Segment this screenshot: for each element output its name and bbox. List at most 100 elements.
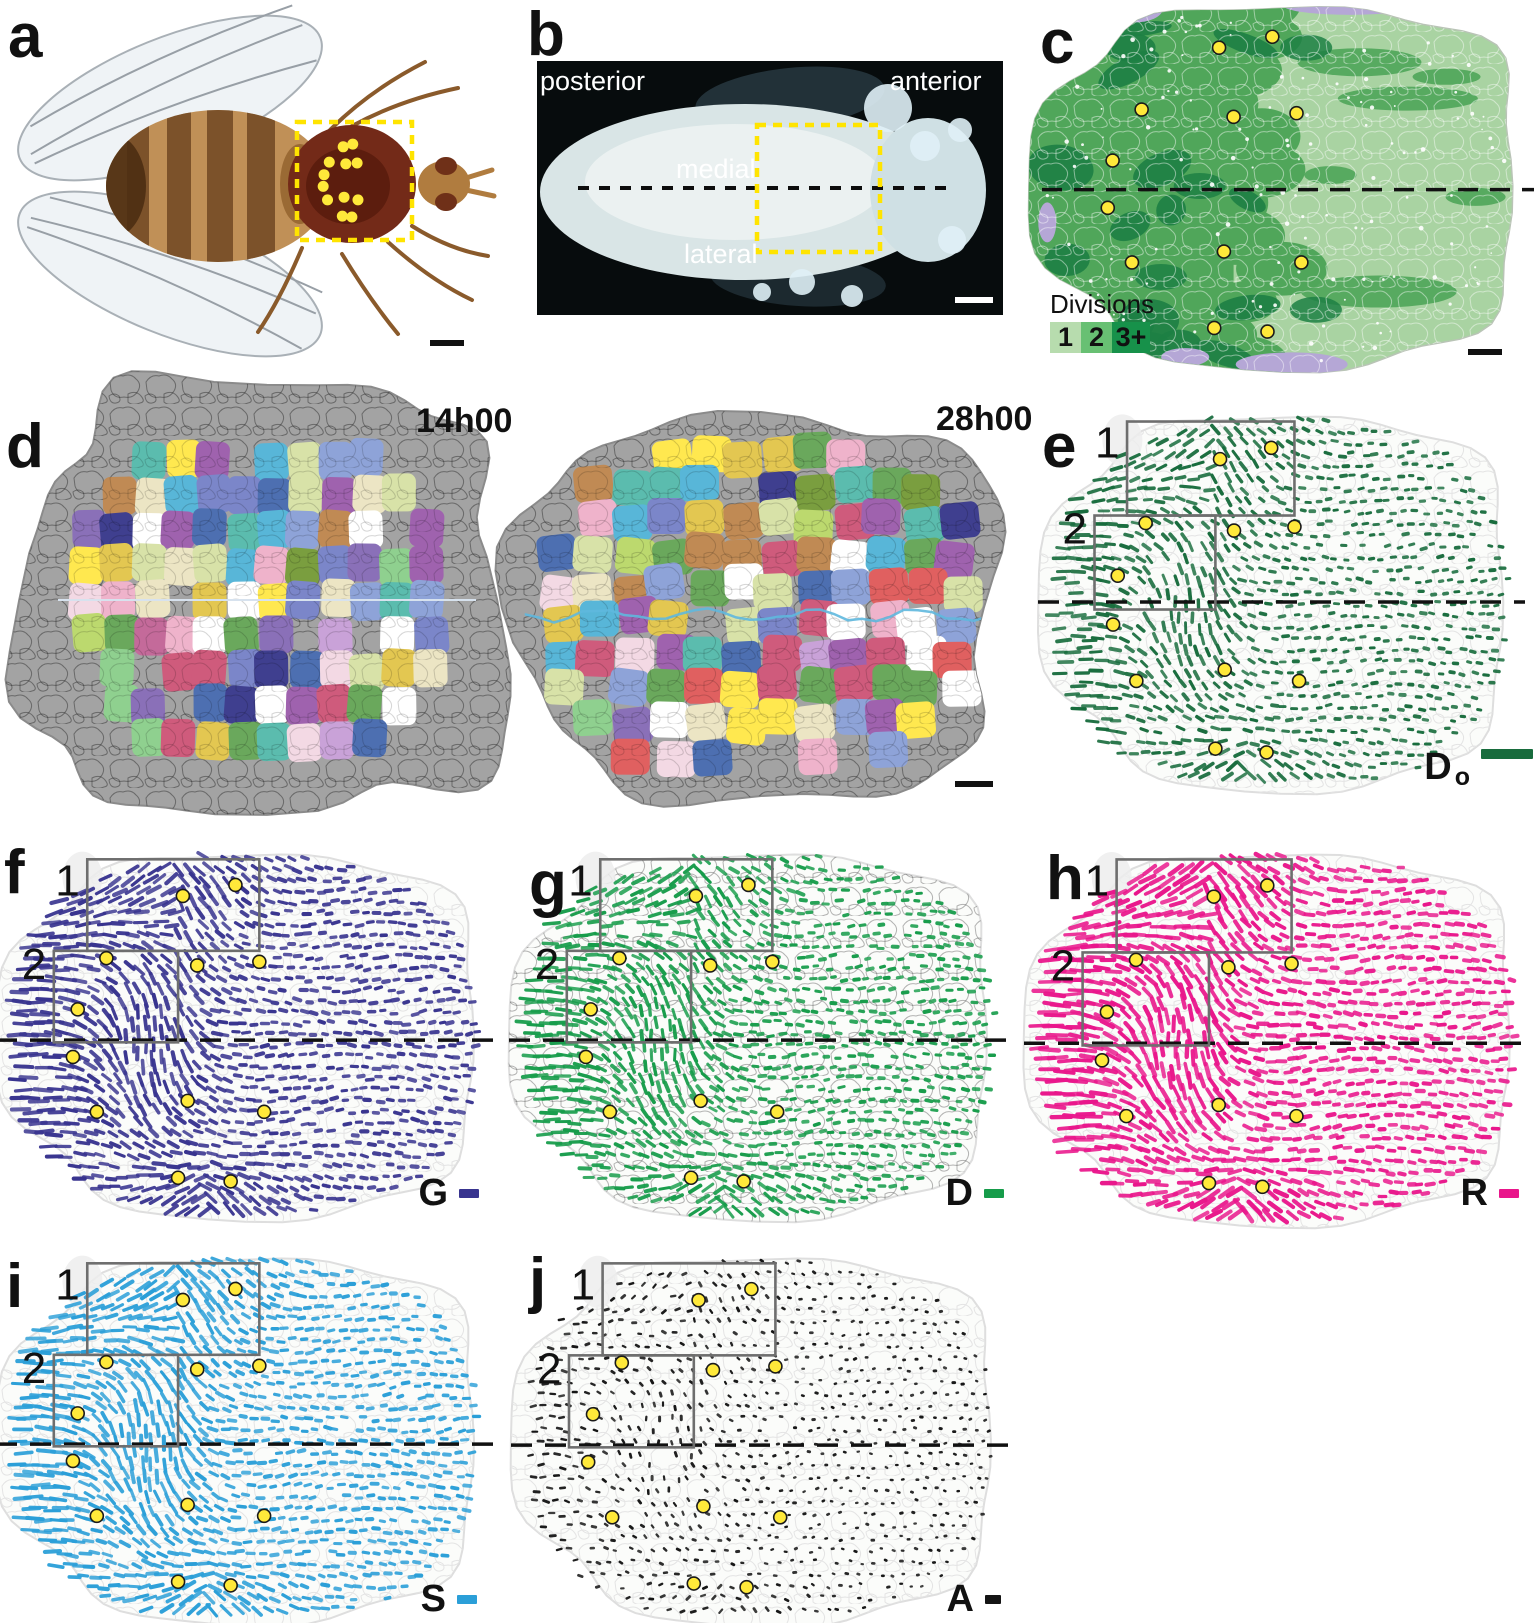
landmark-dot [739,1579,754,1595]
landmark-dot [1226,523,1242,538]
measure-label-D: D [946,1174,1004,1212]
landmark-dot [705,1362,721,1378]
landmark-dot [322,194,334,206]
rearrangements-field: 12 [1022,851,1532,1230]
landmark-dot [1291,673,1307,689]
landmark-dot [1119,1108,1134,1124]
landmark-dot [99,1354,114,1370]
landmark-dot [65,1453,81,1469]
landmark-dot [223,1578,238,1593]
landmark-dot [1208,741,1223,756]
landmark-dot [1289,105,1304,121]
landmark-dot [1259,878,1275,893]
landmark-dot [768,1359,783,1374]
landmark-dot [70,1406,85,1421]
panel-h-label: h [1046,844,1084,913]
landmark-dot [744,1281,759,1297]
measure-color-bar [1499,1188,1519,1198]
inset-number: 2 [537,1344,561,1393]
landmark-dot [337,141,349,153]
panel-d: d 14h00 28h00 [0,370,1032,820]
fly-dorsal-photo [17,4,497,358]
landmark-dot [1263,440,1279,456]
panel-c-label: c [1040,8,1075,77]
anterior-annotation: anterior [890,66,982,96]
g-nematic-lines [514,853,999,1219]
landmark-dot [323,156,335,168]
inset-number: 1 [55,1260,79,1309]
landmark-dot [683,1170,699,1186]
inset-number: 1 [571,1260,595,1309]
landmark-dot [180,1093,195,1109]
landmark-dot [604,1509,620,1525]
scale-bar [1468,349,1502,355]
landmark-dot [1255,1179,1270,1195]
landmark-dot [1099,1004,1115,1020]
measure-color-bar [1481,749,1533,759]
landmark-dot [1221,960,1236,975]
landmark-dot [256,1104,272,1120]
legend-swatch-2: 2 [1081,322,1112,353]
landmark-dot [1294,255,1309,270]
pupa-photo [537,61,1003,315]
landmark-dot [1289,1108,1304,1124]
landmark-dot [228,1281,243,1297]
landmark-dot [89,1104,105,1120]
inset-number: 1 [1095,419,1119,468]
landmark-dot [175,888,191,904]
area-change-field: 12 [509,1255,1013,1623]
scale-bar [430,340,464,346]
h-nematic-lines [1028,851,1520,1225]
landmark-dot [702,958,718,973]
landmark-dot [65,1049,81,1065]
landmark-dot [317,180,329,192]
measure-color-bar [984,1188,1004,1198]
inset-box-2 [52,949,180,1044]
measure-label-G: G [418,1174,479,1212]
inset-box-2 [1093,514,1217,611]
landmark-dot [180,1497,195,1513]
landmark-dot [1138,515,1153,531]
measure-color-bar [457,1594,477,1604]
measure-letter: S [420,1578,446,1620]
landmark-dot [1259,745,1274,760]
landmark-dot [578,1049,594,1065]
roi-box [294,119,415,243]
landmark-dot [1105,153,1120,168]
landmark-dot [318,169,330,181]
eye [435,193,457,211]
inset-number: 2 [22,1344,46,1393]
landmark-dot [70,1002,85,1017]
legend-swatch-1: 1 [1050,322,1081,353]
divisions-field: 12 [507,851,1009,1224]
landmark-dot [351,157,363,169]
landmark-dot [336,210,348,222]
lateral-annotation: lateral [684,239,758,269]
landmark-dot [223,1174,238,1189]
landmark-dot [1226,109,1241,125]
landmark-dot [736,1174,751,1189]
scale-bar [955,297,993,303]
shape-change-field: 12 [0,1255,496,1623]
landmark-dot [228,877,243,893]
landmark-dot [170,1574,186,1590]
landmark-dot [346,211,358,223]
landmark-dot [338,191,350,203]
landmark-dot [347,138,359,150]
landmark-dot [765,954,780,970]
landmark-dot [1100,200,1116,216]
landmark-dot [1129,673,1144,689]
divisions-legend: Divisions 1 2 3+ [1050,289,1154,353]
landmark-dot [340,158,352,170]
j-nematic-lines [527,1258,993,1614]
landmark-dot [1206,320,1222,336]
landmark-dot [256,1508,272,1524]
inset-number: 2 [1063,505,1087,554]
landmark-dot [1105,617,1121,632]
landmark-dot [1287,519,1302,535]
landmark-dot [1134,102,1149,117]
inset-box-2 [52,1353,180,1448]
